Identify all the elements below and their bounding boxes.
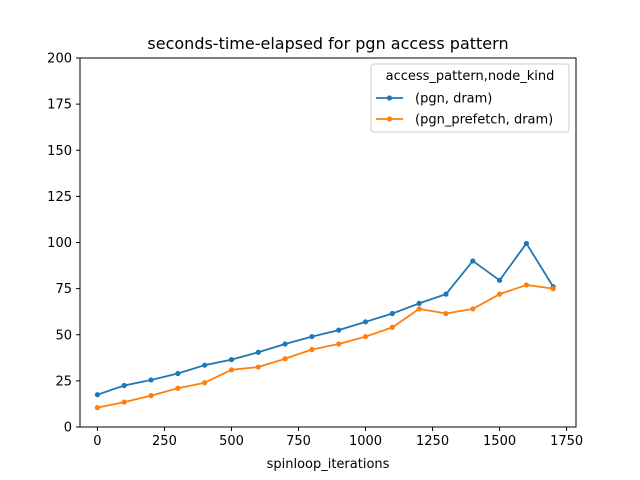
- data-point-1-0: [94, 405, 101, 411]
- legend: access_pattern,node_kind (pgn, dram) (pgn_…: [370, 63, 570, 133]
- x-tick-label-1250: 1250: [416, 434, 449, 449]
- y-tick-label-75: 75: [55, 282, 72, 297]
- data-point-1-12: [416, 306, 422, 312]
- data-point-0-1: [121, 382, 127, 389]
- y-tick-label-125: 125: [47, 190, 72, 205]
- data-point-0-2: [148, 377, 154, 383]
- y-tick-label-100: 100: [47, 236, 72, 251]
- x-tick-label-250: 250: [152, 434, 177, 449]
- x-tick-label-1750: 1750: [550, 434, 583, 449]
- data-point-1-1: [121, 399, 127, 405]
- data-point-0-0: [94, 392, 101, 398]
- legend-title: access_pattern,node_kind: [386, 69, 555, 84]
- data-point-0-8: [309, 333, 315, 340]
- data-point-1-15: [496, 291, 503, 297]
- data-point-1-5: [228, 367, 235, 373]
- data-point-1-16: [523, 282, 530, 288]
- data-point-0-13: [443, 291, 449, 297]
- legend-label-1: (pgn_prefetch, dram): [415, 113, 553, 128]
- data-point-1-7: [282, 356, 288, 362]
- data-point-0-11: [389, 310, 395, 317]
- data-point-1-6: [255, 364, 261, 370]
- data-point-1-11: [389, 324, 395, 330]
- data-point-1-8: [309, 346, 315, 353]
- y-tick-label-50: 50: [55, 328, 72, 343]
- chart-title: seconds-time-elapsed for pgn access patt…: [147, 34, 508, 53]
- x-tick-label-1500: 1500: [483, 434, 516, 449]
- series-line-0: [97, 242, 554, 396]
- series-line-1: [97, 284, 554, 409]
- legend-marker-0: [386, 95, 393, 101]
- data-point-0-6: [255, 349, 261, 355]
- y-tick-label-200: 200: [47, 52, 72, 67]
- data-point-0-15: [496, 277, 503, 283]
- data-point-0-7: [282, 341, 288, 347]
- x-axis-label: spinloop_iterations: [267, 457, 390, 472]
- data-point-1-9: [336, 341, 342, 347]
- x-tick-label-750: 750: [286, 434, 311, 449]
- data-point-1-4: [202, 380, 208, 386]
- y-tick-label-175: 175: [47, 98, 72, 113]
- data-point-1-14: [470, 306, 476, 312]
- data-point-1-2: [148, 393, 154, 399]
- data-point-1-13: [443, 310, 449, 317]
- legend-marker-1: [386, 116, 393, 122]
- legend-box: [370, 63, 570, 133]
- x-tick-label-0: 0: [93, 434, 101, 449]
- data-point-1-17: [550, 286, 556, 292]
- data-point-0-9: [336, 327, 342, 333]
- data-point-0-12: [416, 300, 422, 306]
- data-point-0-4: [202, 362, 208, 368]
- y-tick-label-0: 0: [64, 421, 72, 436]
- x-tick-label-500: 500: [219, 434, 244, 449]
- data-point-0-16: [523, 240, 530, 247]
- data-point-0-10: [362, 319, 369, 325]
- data-point-1-10: [362, 333, 369, 340]
- y-tick-label-25: 25: [55, 374, 72, 389]
- data-point-0-3: [175, 370, 181, 377]
- data-point-0-14: [470, 258, 476, 264]
- data-point-0-5: [228, 357, 235, 363]
- legend-label-0: (pgn, dram): [415, 92, 492, 107]
- x-tick-label-1000: 1000: [349, 434, 382, 449]
- plot-area: 0 250 500 750 1000 1250 1500 1750 0 25 50 75 100 125 1…: [47, 52, 583, 450]
- data-point-1-3: [175, 385, 181, 391]
- y-tick-label-150: 150: [47, 144, 72, 159]
